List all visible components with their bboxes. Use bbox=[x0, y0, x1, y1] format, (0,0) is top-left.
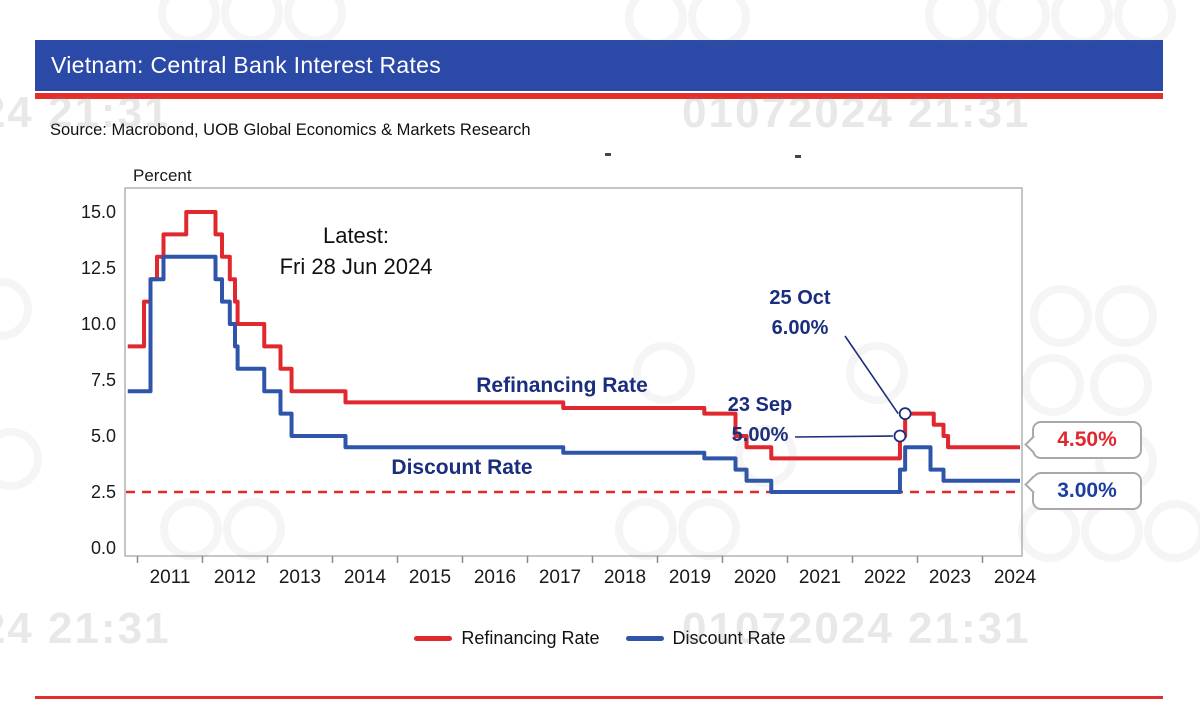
svg-text:6.00%: 6.00% bbox=[772, 317, 829, 339]
refinancing-rate-latest-value: 4.50% bbox=[1057, 428, 1117, 451]
svg-text:2020: 2020 bbox=[734, 567, 776, 588]
svg-text:2023: 2023 bbox=[929, 567, 971, 588]
svg-text:7.5: 7.5 bbox=[91, 370, 116, 390]
svg-text:10.0: 10.0 bbox=[81, 314, 116, 334]
svg-text:Fri 28 Jun 2024: Fri 28 Jun 2024 bbox=[280, 254, 433, 279]
svg-text:2013: 2013 bbox=[279, 567, 321, 588]
svg-text:2016: 2016 bbox=[474, 567, 516, 588]
svg-text:2012: 2012 bbox=[214, 567, 256, 588]
legend-label-refinancing: Refinancing Rate bbox=[461, 628, 600, 648]
svg-text:15.0: 15.0 bbox=[81, 202, 116, 222]
artifact-mark bbox=[605, 153, 611, 156]
page-title: Vietnam: Central Bank Interest Rates bbox=[51, 52, 442, 78]
svg-text:2.5: 2.5 bbox=[91, 482, 116, 502]
title-bar: Vietnam: Central Bank Interest Rates bbox=[35, 40, 1163, 91]
legend-item-refinancing: Refinancing Rate bbox=[414, 628, 600, 649]
artifact-mark bbox=[795, 155, 801, 158]
svg-text:2011: 2011 bbox=[150, 567, 191, 588]
svg-text:Discount Rate: Discount Rate bbox=[391, 456, 532, 479]
svg-text:25 Oct: 25 Oct bbox=[769, 287, 830, 309]
svg-text:2019: 2019 bbox=[669, 567, 711, 588]
bottom-rule bbox=[35, 696, 1163, 699]
svg-text:2018: 2018 bbox=[604, 567, 646, 588]
svg-text:2015: 2015 bbox=[409, 567, 451, 588]
svg-text:Percent: Percent bbox=[133, 166, 192, 185]
svg-text:5.00%: 5.00% bbox=[732, 424, 789, 446]
svg-text:23 Sep: 23 Sep bbox=[728, 394, 792, 416]
svg-text:2024: 2024 bbox=[994, 567, 1037, 588]
svg-text:2021: 2021 bbox=[799, 567, 841, 588]
discount-rate-callout: 3.00% bbox=[1032, 472, 1142, 510]
refinancing-rate-callout: 4.50% bbox=[1032, 421, 1142, 459]
svg-text:Refinancing Rate: Refinancing Rate bbox=[476, 374, 648, 397]
discount-rate-latest-value: 3.00% bbox=[1057, 479, 1117, 502]
svg-text:5.0: 5.0 bbox=[91, 426, 116, 446]
chart-legend: Refinancing Rate Discount Rate bbox=[0, 628, 1200, 649]
refinancing-line-swatch bbox=[414, 636, 453, 641]
discount-line-swatch bbox=[625, 636, 664, 641]
legend-item-discount: Discount Rate bbox=[625, 628, 786, 649]
svg-text:2014: 2014 bbox=[344, 567, 387, 588]
svg-text:0.0: 0.0 bbox=[91, 538, 116, 558]
header-rule bbox=[35, 93, 1163, 99]
svg-text:Latest:: Latest: bbox=[323, 223, 389, 248]
svg-text:12.5: 12.5 bbox=[81, 258, 116, 278]
svg-text:2022: 2022 bbox=[864, 567, 906, 588]
svg-text:2017: 2017 bbox=[539, 567, 581, 588]
source-line: Source: Macrobond, UOB Global Economics … bbox=[50, 121, 531, 139]
legend-label-discount: Discount Rate bbox=[672, 628, 786, 648]
